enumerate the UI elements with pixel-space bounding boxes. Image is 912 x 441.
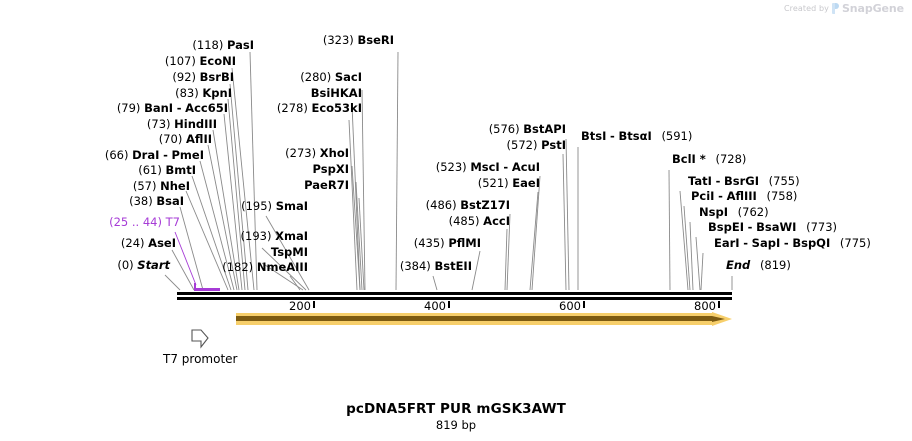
label-end[interactable]: End (819) xyxy=(726,258,791,272)
site-label-btsi-btsai[interactable]: BtsI - BtsαI (591) xyxy=(581,129,693,143)
site-label-eco53ki[interactable]: (278) Eco53kI xyxy=(276,101,362,115)
watermark-brand-label: SnapGene xyxy=(841,2,904,15)
site-label-saci[interactable]: (280) SacI xyxy=(300,70,362,84)
site-label-nmeaiii[interactable]: (182) NmeAIII xyxy=(222,260,308,274)
site-label-hindiii[interactable]: (73) HindIII xyxy=(146,117,217,131)
site-label-acci[interactable]: (485) AccI xyxy=(448,214,510,228)
site-label-xmai[interactable]: (193) XmaI xyxy=(240,229,308,243)
site-label-drai-pmei[interactable]: (66) DraI - PmeI xyxy=(104,148,204,162)
site-label-psti[interactable]: (572) PstI xyxy=(506,138,566,152)
snapgene-logo-icon xyxy=(831,3,839,14)
site-label-paer7i[interactable]: PaeR7I xyxy=(304,178,349,192)
site-label-nspi[interactable]: NspI (762) xyxy=(699,205,769,219)
watermark-created-label: Created by xyxy=(783,4,829,13)
orf-arrow[interactable] xyxy=(236,312,732,326)
site-label-bspei-bsawi[interactable]: BspEI - BsaWI (773) xyxy=(708,220,838,234)
site-label-pflmi[interactable]: (435) PflMI xyxy=(413,236,481,250)
site-label-pspxi[interactable]: PspXI xyxy=(312,162,349,176)
site-label-tati-bsrgi[interactable]: TatI - BsrGI (755) xyxy=(688,174,800,188)
site-label-bsihkai[interactable]: BsiHKAI xyxy=(310,86,362,100)
snapgene-watermark: Created by SnapGene xyxy=(784,2,904,15)
axis-tick-label-400: 400 xyxy=(424,299,446,313)
axis-tick-600 xyxy=(583,301,585,308)
site-label-nhei[interactable]: (57) NheI xyxy=(132,179,190,193)
axis-tick-label-800: 800 xyxy=(694,299,716,313)
axis-tick-label-600: 600 xyxy=(559,299,581,313)
site-label-tspmi[interactable]: TspMI xyxy=(270,245,308,259)
orf-arrow-body xyxy=(236,313,714,325)
site-label-eaei[interactable]: (521) EaeI xyxy=(477,176,540,190)
map-length-label: 819 bp xyxy=(435,418,477,432)
feature-label-t7[interactable]: (25 .. 44) T7 xyxy=(109,215,180,229)
label-start[interactable]: (0) Start xyxy=(117,258,170,272)
site-label-bseri[interactable]: (323) BseRI xyxy=(322,33,394,47)
site-label-bmti[interactable]: (61) BmtI xyxy=(138,163,196,177)
map-title: pcDNA5FRT PUR mGSK3AWT xyxy=(346,401,566,417)
site-label-bstapi[interactable]: (576) BstAPI xyxy=(488,122,566,136)
feature-bar-t7-left-cap[interactable] xyxy=(194,283,196,290)
axis-tick-400 xyxy=(448,301,450,308)
site-label-xhoi[interactable]: (273) XhoI xyxy=(285,146,349,160)
sequence-backbone-top xyxy=(177,292,732,295)
site-label-pasi[interactable]: (118) PasI xyxy=(192,38,254,52)
sequence-backbone-bottom xyxy=(177,297,732,300)
site-label-smai[interactable]: (195) SmaI xyxy=(241,199,308,213)
promoter-arrow-outline-icon xyxy=(191,329,209,349)
site-label-aflii[interactable]: (70) AflII xyxy=(158,132,212,146)
site-label-bsrbi[interactable]: (92) BsrBI xyxy=(172,70,234,84)
site-label-bsai[interactable]: (38) BsaI xyxy=(129,194,184,208)
orf-arrow-head-inner xyxy=(712,316,725,322)
site-label-bstz17i[interactable]: (486) BstZ17I xyxy=(425,198,510,212)
site-label-pcii-afliii[interactable]: PciI - AflIII (758) xyxy=(691,189,798,203)
axis-tick-800 xyxy=(718,301,720,308)
legend-label-t7-promoter: T7 promoter xyxy=(163,352,238,366)
site-label-bcli[interactable]: BclI * (728) xyxy=(672,152,747,166)
axis-tick-200 xyxy=(313,301,315,308)
feature-bar-t7[interactable] xyxy=(194,288,220,291)
site-label-econi[interactable]: (107) EcoNI xyxy=(164,54,236,68)
site-label-bani-acc65i[interactable]: (79) BanI - Acc65I xyxy=(116,101,228,115)
site-label-eari-sapi-bspqi[interactable]: EarI - SapI - BspQI (775) xyxy=(714,236,871,250)
site-label-msci-acui[interactable]: (523) MscI - AcuI xyxy=(435,160,540,174)
site-label-asei[interactable]: (24) AseI xyxy=(120,236,176,250)
site-label-bstell[interactable]: (384) BstEII xyxy=(399,259,472,273)
site-label-kpni[interactable]: (83) KpnI xyxy=(175,86,232,100)
axis-tick-label-200: 200 xyxy=(289,299,311,313)
